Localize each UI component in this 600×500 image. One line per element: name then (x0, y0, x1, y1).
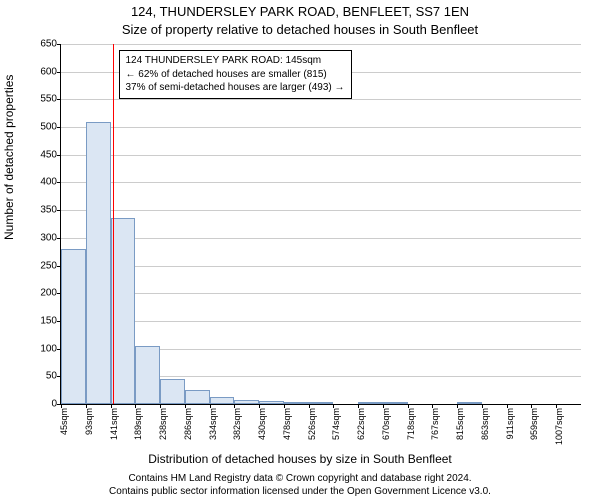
xtick-label: 863sqm (480, 408, 490, 440)
gridline (61, 293, 581, 294)
xtick-label: 670sqm (381, 408, 391, 440)
chart-title: 124, THUNDERSLEY PARK ROAD, BENFLEET, SS… (0, 4, 600, 19)
gridline (61, 321, 581, 322)
xtick-label: 141sqm (109, 408, 119, 440)
gridline (61, 238, 581, 239)
ytick-label: 100 (40, 343, 57, 354)
ytick-label: 300 (40, 232, 57, 243)
bar (135, 346, 160, 404)
xtick-label: 815sqm (455, 408, 465, 440)
ytick-label: 400 (40, 177, 57, 188)
gridline (61, 127, 581, 128)
ytick-mark (57, 127, 61, 128)
ytick-label: 150 (40, 315, 57, 326)
xtick-label: 286sqm (183, 408, 193, 440)
xtick-label: 718sqm (406, 408, 416, 440)
callout-line-3: 37% of semi-detached houses are larger (… (126, 81, 345, 95)
ytick-label: 250 (40, 260, 57, 271)
xtick-label: 189sqm (133, 408, 143, 440)
xtick-label: 574sqm (331, 408, 341, 440)
gridline (61, 210, 581, 211)
callout-line-1: 124 THUNDERSLEY PARK ROAD: 145sqm (126, 54, 345, 68)
callout-box: 124 THUNDERSLEY PARK ROAD: 145sqm ← 62% … (119, 50, 352, 99)
bar (284, 402, 309, 404)
chart-footer: Contains HM Land Registry data © Crown c… (0, 473, 600, 498)
gridline (61, 99, 581, 100)
xtick-label: 382sqm (232, 408, 242, 440)
xtick-label: 238sqm (158, 408, 168, 440)
gridline (61, 155, 581, 156)
bar (358, 402, 383, 404)
bar (185, 390, 210, 404)
ytick-label: 550 (40, 94, 57, 105)
ytick-label: 650 (40, 39, 57, 50)
ytick-label: 600 (40, 66, 57, 77)
bar (383, 402, 408, 404)
ytick-label: 200 (40, 288, 57, 299)
bar (86, 122, 111, 404)
footer-line-2: Contains public sector information licen… (0, 486, 600, 499)
gridline (61, 44, 581, 45)
xtick-label: 430sqm (257, 408, 267, 440)
ytick-label: 350 (40, 205, 57, 216)
ytick-mark (57, 72, 61, 73)
ytick-mark (57, 182, 61, 183)
xtick-label: 526sqm (307, 408, 317, 440)
xtick-label: 45sqm (59, 408, 69, 435)
y-axis-label: Number of detached properties (2, 75, 16, 240)
ytick-label: 0 (51, 399, 57, 410)
ytick-label: 500 (40, 122, 57, 133)
bar (259, 401, 284, 404)
xtick-label: 1007sqm (554, 408, 564, 445)
xtick-label: 959sqm (529, 408, 539, 440)
x-axis-label: Distribution of detached houses by size … (0, 452, 600, 466)
ytick-mark (57, 210, 61, 211)
bar (457, 402, 482, 404)
xtick-label: 622sqm (356, 408, 366, 440)
ytick-mark (57, 99, 61, 100)
bar (160, 379, 185, 404)
bar (111, 218, 136, 404)
xtick-label: 478sqm (282, 408, 292, 440)
plot-area: 0501001502002503003504004505005506006504… (60, 44, 581, 405)
ytick-mark (57, 238, 61, 239)
xtick-label: 93sqm (84, 408, 94, 435)
bar (210, 397, 235, 404)
footer-line-1: Contains HM Land Registry data © Crown c… (0, 473, 600, 486)
xtick-label: 334sqm (208, 408, 218, 440)
ytick-label: 50 (46, 371, 57, 382)
gridline (61, 266, 581, 267)
gridline (61, 182, 581, 183)
callout-line-2: ← 62% of detached houses are smaller (81… (126, 68, 345, 82)
chart-subtitle: Size of property relative to detached ho… (0, 22, 600, 37)
bar (61, 249, 86, 404)
ytick-mark (57, 155, 61, 156)
bar (234, 400, 259, 404)
property-size-chart: 124, THUNDERSLEY PARK ROAD, BENFLEET, SS… (0, 0, 600, 500)
xtick-label: 767sqm (430, 408, 440, 440)
property-marker-line (113, 44, 114, 404)
xtick-label: 911sqm (505, 408, 515, 439)
ytick-mark (57, 44, 61, 45)
ytick-label: 450 (40, 149, 57, 160)
bar (309, 402, 334, 404)
